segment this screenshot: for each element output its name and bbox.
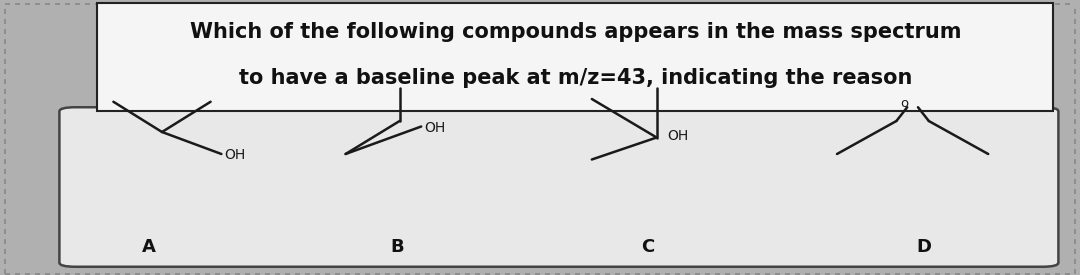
Text: OH: OH [225,148,246,162]
Text: A: A [143,238,156,257]
FancyBboxPatch shape [97,3,1053,111]
Text: C: C [642,238,654,257]
Text: D: D [916,238,931,257]
Text: OH: OH [424,121,446,135]
Text: B: B [391,238,404,257]
Text: OH: OH [667,129,689,143]
Text: Which of the following compounds appears in the mass spectrum: Which of the following compounds appears… [190,22,961,42]
FancyBboxPatch shape [59,107,1058,267]
Text: to have a baseline peak at m/z=43, indicating the reason: to have a baseline peak at m/z=43, indic… [239,68,913,88]
Text: o: o [900,97,908,110]
